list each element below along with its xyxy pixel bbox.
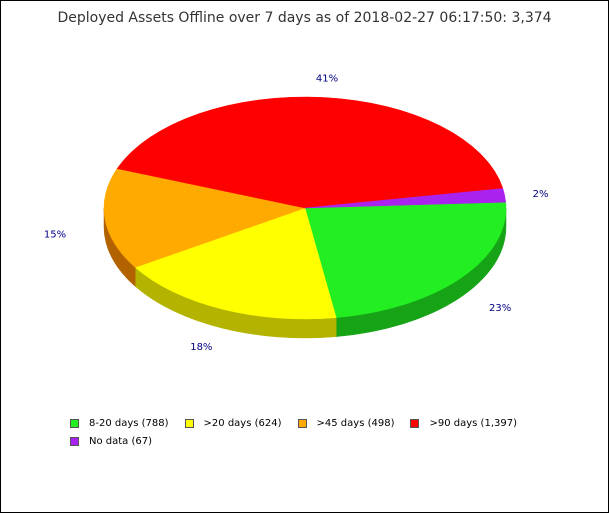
legend-item-8-20-days: 8-20 days (788) xyxy=(70,418,169,429)
legend-label: >45 days (498) xyxy=(316,417,395,429)
legend-item-20-days: >20 days (624) xyxy=(184,417,282,429)
legend-label: >20 days (624) xyxy=(203,417,282,429)
percent-label: 18% xyxy=(190,342,212,353)
legend-label: 8-20 days (788) xyxy=(89,417,169,429)
legend-swatch xyxy=(70,436,79,446)
percent-label: 23% xyxy=(489,303,511,314)
legend-swatch xyxy=(70,418,79,428)
chart-legend: 8-20 days (788) >20 days (624) >45 days … xyxy=(70,414,590,450)
legend-swatch xyxy=(184,418,194,428)
legend-row: 8-20 days (788) >20 days (624) >45 days … xyxy=(70,414,590,432)
legend-label: No data (67) xyxy=(89,435,153,447)
legend-label: >90 days (1,397) xyxy=(429,417,517,429)
pie-slice xyxy=(134,207,337,320)
legend-swatch xyxy=(410,418,420,428)
legend-item-45-days: >45 days (498) xyxy=(297,417,395,429)
pie-slice xyxy=(103,168,306,268)
legend-row: No data (67) xyxy=(70,432,590,450)
legend-item-no-data: No data (67) xyxy=(70,436,152,447)
legend-swatch xyxy=(297,418,307,428)
legend-item-90-days: >90 days (1,397) xyxy=(410,418,517,429)
percent-label: 15% xyxy=(44,229,66,240)
chart-title: Deployed Assets Offline over 7 days as o… xyxy=(57,10,552,26)
pie-slice xyxy=(304,201,507,318)
pie-slice xyxy=(116,96,504,209)
pie-slice xyxy=(304,188,506,209)
percent-label: 41% xyxy=(316,74,338,85)
percent-label: 2% xyxy=(533,189,549,200)
